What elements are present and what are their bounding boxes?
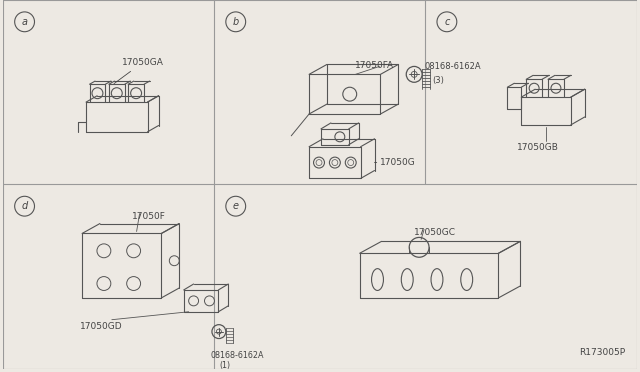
Text: e: e (233, 201, 239, 211)
Text: d: d (22, 201, 28, 211)
Text: 08168-6162A: 08168-6162A (211, 352, 264, 360)
Text: (3): (3) (432, 76, 444, 85)
Text: 17050FA: 17050FA (355, 61, 394, 70)
Text: 17050F: 17050F (132, 212, 166, 221)
Text: 17050G: 17050G (374, 158, 415, 167)
Text: (1): (1) (219, 361, 230, 371)
Text: 08168-6162A: 08168-6162A (424, 62, 481, 71)
Text: a: a (22, 17, 28, 27)
Text: 17050GB: 17050GB (517, 143, 559, 152)
Text: b: b (232, 17, 239, 27)
Text: 17050GC: 17050GC (414, 228, 456, 237)
Text: 17050GD: 17050GD (80, 322, 123, 331)
Text: R173005P: R173005P (579, 348, 625, 357)
Text: c: c (444, 17, 449, 27)
Text: 17050GA: 17050GA (114, 58, 164, 84)
